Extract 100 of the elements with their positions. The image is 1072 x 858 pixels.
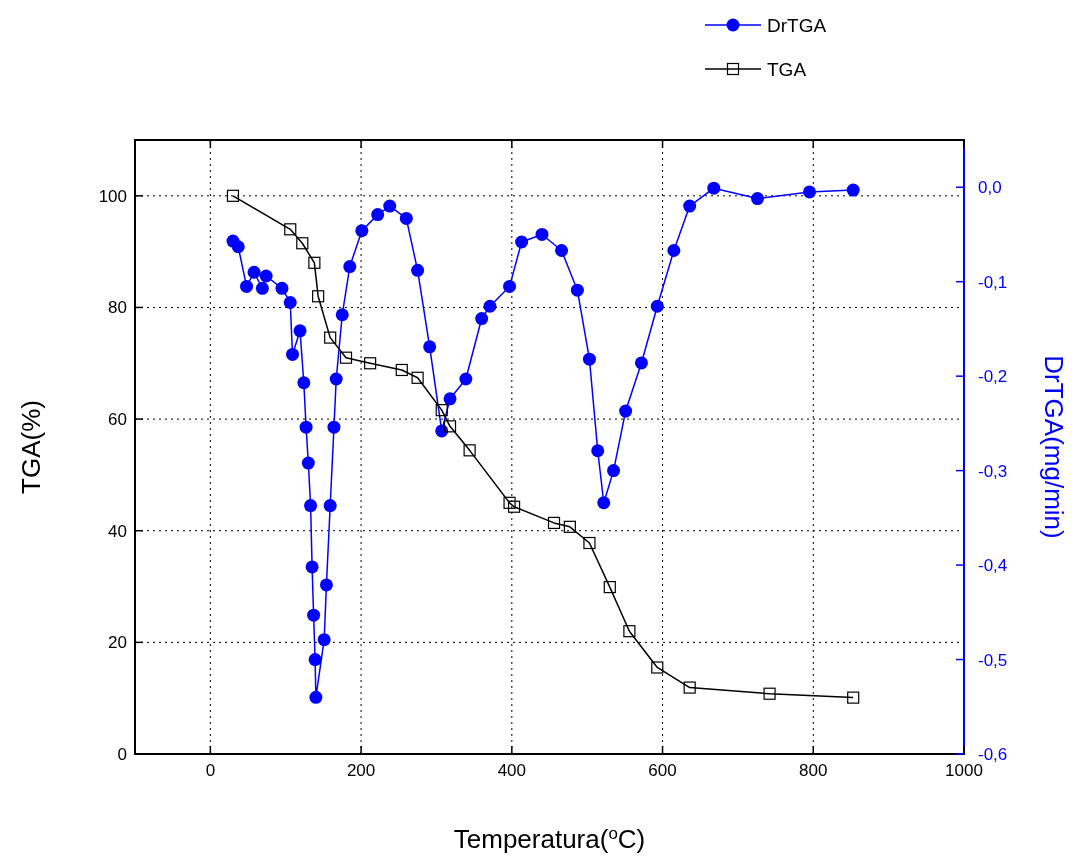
y2-tick-label: -0,2 [978,367,1008,387]
point [226,189,240,202]
point [308,653,322,667]
point [751,192,764,206]
point [563,520,576,533]
y-tick-label: 80 [108,298,127,318]
point [603,581,616,594]
point [475,312,489,326]
y2-tick-label: -0,6 [978,745,1008,764]
point [707,181,721,195]
legend-label: DrTGA [767,15,827,36]
point [507,500,521,513]
point [309,690,323,704]
point [503,279,517,293]
point [324,331,337,344]
point [284,223,297,236]
point [364,357,377,370]
y-tick-label: 40 [108,521,127,541]
point [395,363,408,377]
point [255,281,269,295]
point [846,183,860,197]
point [297,376,311,390]
y2-tick-label: -0,5 [978,650,1008,670]
point [399,211,413,225]
point [343,260,357,274]
point [317,633,331,647]
point [763,687,776,700]
point [304,499,318,513]
point [591,444,605,458]
point [597,496,611,510]
point [570,283,584,297]
y-tick-label: 0 [117,745,127,764]
point [308,256,321,269]
y-tick-label: 100 [98,186,127,206]
point [247,265,261,279]
point [259,269,273,283]
point [307,608,321,622]
y-tick-label: 60 [108,410,127,430]
point [299,420,313,434]
point [323,499,337,513]
point [275,281,289,295]
y2-tick-label: -0,3 [978,461,1008,481]
point [582,352,596,366]
point [650,299,664,313]
point [319,578,333,592]
point [339,351,353,364]
point [463,444,476,457]
point [231,240,245,254]
point [312,290,325,303]
y2-tick-label: -0,1 [978,272,1008,292]
x-tick-label: 600 [648,761,677,780]
x-tick-label: 0 [205,761,216,780]
point [411,371,424,384]
point [555,244,569,258]
y2-tick-label: 0,0 [978,178,1002,198]
y2-tick-label: -0,4 [978,556,1008,576]
point [667,244,681,258]
point [535,227,549,241]
point [293,324,307,338]
x-axis-title: Temperatura($^{o}$C) [453,823,646,854]
point [683,199,697,213]
point [383,199,397,213]
point [423,340,437,354]
point [435,424,449,438]
point [623,625,636,638]
point [483,299,497,313]
point [634,356,648,370]
y-tick-label: 20 [108,633,127,653]
x-tick-label: 200 [346,761,376,780]
point [547,516,561,530]
point [459,372,473,386]
point [335,308,349,322]
point [683,681,696,694]
point [803,185,817,199]
point [443,420,457,433]
x-tick-label: 1000 [945,761,983,780]
point [503,496,516,509]
y-axis-title: TGA(%) [16,400,46,494]
point [296,237,309,250]
point [327,420,341,434]
point [619,404,633,418]
point [329,372,343,386]
point [301,456,315,470]
point [286,347,300,361]
x-tick-label: 400 [497,761,527,780]
y2-axis-title: DrTGA(mg/min) [1039,355,1069,539]
point [847,691,860,704]
point [355,224,369,238]
legend-label: TGA [767,59,807,80]
point [583,536,596,550]
point [607,464,621,478]
point [371,208,385,222]
x-tick-label: 800 [799,761,828,780]
point [240,279,254,293]
point [305,560,319,574]
point [411,263,425,277]
point [443,392,457,406]
point [283,295,297,309]
point [515,235,529,249]
point [651,661,664,674]
